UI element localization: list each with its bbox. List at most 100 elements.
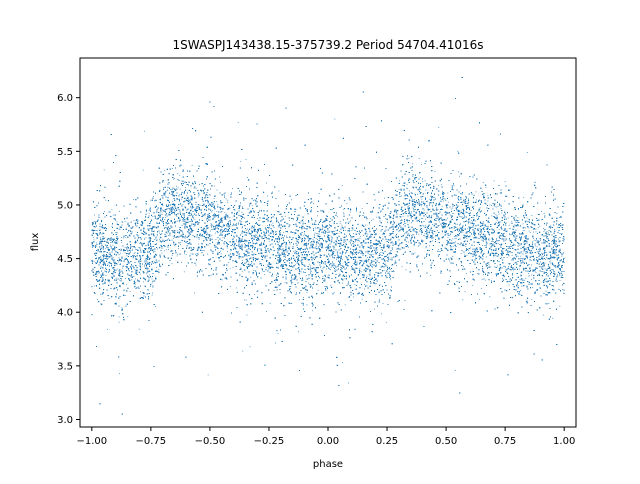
data-point <box>552 273 554 274</box>
data-point <box>336 254 338 256</box>
data-point <box>455 241 456 243</box>
data-point <box>109 244 111 246</box>
data-point <box>200 204 202 206</box>
data-point <box>169 209 171 211</box>
data-point <box>111 225 113 227</box>
data-point <box>547 272 549 274</box>
data-point <box>467 204 469 206</box>
data-point <box>306 244 308 246</box>
data-point <box>207 214 209 216</box>
data-point <box>349 211 351 213</box>
data-point <box>133 220 135 222</box>
data-point <box>161 248 163 249</box>
data-point <box>468 249 469 251</box>
data-point <box>344 240 346 242</box>
data-point <box>100 242 102 244</box>
data-point <box>231 238 233 240</box>
data-point <box>176 255 178 257</box>
data-point <box>520 279 522 281</box>
data-point <box>177 173 179 174</box>
data-point <box>245 229 247 231</box>
data-point <box>119 286 120 287</box>
data-point <box>397 244 399 246</box>
data-point <box>195 253 197 255</box>
data-point <box>550 260 552 262</box>
data-point <box>537 227 539 229</box>
data-point <box>460 253 462 254</box>
data-point <box>244 243 245 244</box>
data-point <box>383 270 385 272</box>
data-point <box>502 277 503 279</box>
data-point <box>181 180 183 182</box>
data-point <box>149 285 151 287</box>
data-point <box>275 342 276 344</box>
data-point <box>129 291 131 292</box>
data-point <box>112 244 114 246</box>
data-point <box>525 262 527 264</box>
data-point <box>532 234 534 236</box>
data-point <box>176 215 178 217</box>
data-point <box>122 260 124 262</box>
data-point <box>303 297 304 298</box>
data-point <box>294 259 296 260</box>
data-point <box>537 284 539 286</box>
data-point <box>392 249 393 251</box>
data-point <box>544 246 546 248</box>
data-point <box>510 281 511 283</box>
data-point <box>396 248 398 250</box>
data-point <box>441 225 443 227</box>
data-point <box>472 251 473 252</box>
data-point <box>138 247 140 248</box>
chart-title: 1SWASPJ143438.15-375739.2 Period 54704.4… <box>172 38 483 52</box>
data-point <box>322 222 324 223</box>
data-point <box>338 275 340 277</box>
data-point <box>508 239 510 241</box>
data-point <box>327 239 329 240</box>
data-point <box>449 239 451 241</box>
data-point <box>424 218 426 220</box>
data-point <box>124 252 126 254</box>
data-point <box>162 209 164 211</box>
data-point <box>363 274 364 276</box>
data-point <box>302 218 304 220</box>
data-point <box>506 257 508 258</box>
data-point <box>227 199 229 201</box>
data-point <box>464 291 466 293</box>
data-point <box>370 237 372 239</box>
data-point <box>393 221 395 223</box>
data-point <box>374 252 376 253</box>
data-point <box>127 232 128 233</box>
data-point <box>348 382 350 384</box>
data-point <box>366 232 367 234</box>
data-point <box>328 237 330 239</box>
data-point <box>223 256 225 258</box>
data-point <box>467 230 469 232</box>
data-point <box>398 226 399 228</box>
data-point <box>151 294 153 296</box>
data-point <box>264 274 266 275</box>
data-point <box>297 255 299 256</box>
data-point <box>485 186 487 188</box>
data-point <box>269 251 271 253</box>
data-point <box>336 216 338 218</box>
data-point <box>457 150 459 152</box>
data-point <box>519 279 521 281</box>
data-point <box>530 260 532 262</box>
data-point <box>277 333 279 334</box>
data-point <box>385 218 387 220</box>
data-point <box>370 262 372 264</box>
data-point <box>353 233 354 234</box>
data-point <box>421 225 422 227</box>
data-point <box>129 270 130 272</box>
data-point <box>281 245 282 247</box>
data-point <box>183 271 185 273</box>
data-point <box>543 231 545 232</box>
data-point <box>268 268 270 270</box>
data-point <box>220 182 221 183</box>
data-point <box>487 195 489 197</box>
data-point <box>388 277 390 279</box>
data-point <box>199 184 200 185</box>
data-point <box>446 204 448 206</box>
data-point <box>100 293 101 295</box>
data-point <box>275 287 277 288</box>
